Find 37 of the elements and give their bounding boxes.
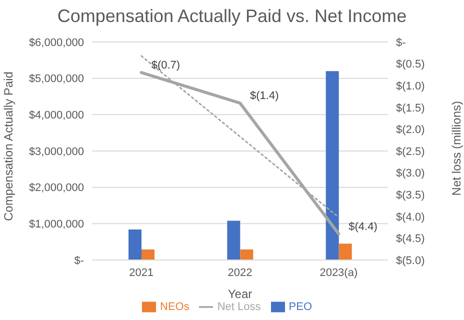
- data-label: $(4.4): [348, 220, 378, 233]
- bar: [128, 229, 142, 260]
- y2-tick-label: $-: [396, 36, 406, 49]
- data-label: $(1.4): [250, 90, 279, 102]
- y2-tick-label: $(4.5): [396, 233, 425, 246]
- x-axis-title: Year: [228, 287, 252, 301]
- y2-tick-label: $(1.5): [396, 102, 425, 114]
- y2-tick-label: $(1.0): [396, 80, 425, 93]
- y2-tick-label: $(4.0): [396, 211, 425, 224]
- y2-tick-label: $(0.5): [396, 58, 425, 71]
- y-tick-label: $3,000,000: [28, 146, 84, 158]
- bar: [326, 71, 339, 260]
- bar: [142, 249, 155, 260]
- y-tick-label: $6,000,000: [28, 36, 84, 49]
- bar: [338, 244, 352, 260]
- data-label: $(0.7): [151, 60, 180, 72]
- y-axis-title: Compensation Actually Paid: [1, 72, 16, 221]
- x-tick-label: 2023(a): [320, 266, 358, 279]
- y2-axis-title: Net loss (millions): [449, 101, 464, 196]
- y2-tick-label: $(5.0): [396, 254, 425, 267]
- y-tick-label: $-: [74, 254, 84, 267]
- legend-label: PEO: [288, 300, 312, 313]
- x-tick-label: 2021: [129, 266, 154, 279]
- legend-label: NEOs: [160, 300, 190, 313]
- y2-tick-label: $(3.0): [396, 168, 425, 180]
- y-tick-label: $5,000,000: [28, 73, 84, 86]
- y-tick-label: $2,000,000: [28, 182, 84, 194]
- x-tick-label: 2022: [228, 266, 252, 279]
- bar: [227, 220, 240, 260]
- chart-title: Compensation Actually Paid vs. Net Income: [56, 6, 408, 27]
- bar: [240, 249, 254, 260]
- y-tick-label: $4,000,000: [28, 110, 84, 122]
- y2-tick-label: $(2.5): [396, 146, 425, 158]
- y2-tick-label: $(2.0): [396, 124, 425, 136]
- y-tick-label: $1,000,000: [28, 218, 84, 231]
- y2-tick-label: $(3.5): [396, 190, 425, 202]
- legend-label: Net Loss: [217, 300, 261, 313]
